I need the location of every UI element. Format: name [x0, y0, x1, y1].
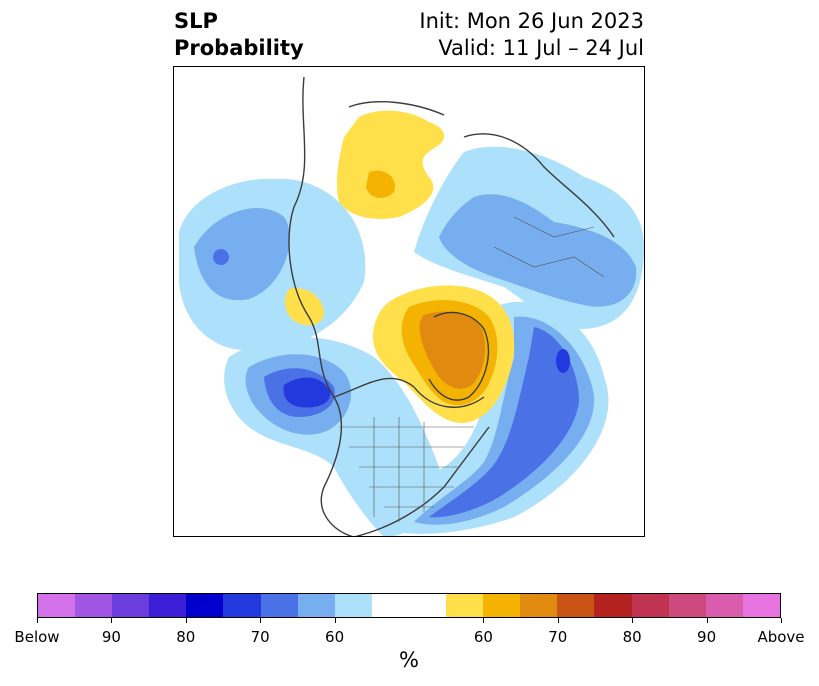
border-lines [339, 216, 605, 522]
colorbar-tick-label: 80 [176, 628, 196, 646]
colorbar-segment [371, 594, 409, 617]
colorbar-tick-mark [334, 618, 336, 623]
colorbar-tick-mark [111, 618, 113, 623]
map-canvas [179, 76, 644, 536]
colorbar-unit: % [399, 648, 419, 672]
colorbar [37, 593, 781, 618]
title-field: Probability [174, 36, 304, 60]
colorbar-tick-mark [260, 618, 262, 623]
colorbar-tick-label: Below [14, 628, 60, 646]
siberia-above-region [336, 110, 445, 219]
colorbar-tick-label: 70 [250, 628, 270, 646]
colorbar-segment [668, 594, 706, 617]
colorbar-segment [631, 594, 669, 617]
colorbar-tick-label: 60 [473, 628, 493, 646]
probability-map [173, 66, 645, 537]
colorbar-tick-mark [185, 618, 187, 623]
colorbar-segment [149, 594, 187, 617]
title-variable: SLP [174, 9, 218, 33]
colorbar-tick-mark [781, 618, 782, 623]
colorbar-tick-label: 90 [101, 628, 121, 646]
pacific-below-region [179, 178, 441, 536]
map-title: SLP Probability [174, 8, 304, 62]
colorbar-tick-label: 80 [622, 628, 642, 646]
atlantic-below-region [395, 301, 609, 534]
colorbar-tick-mark [706, 618, 708, 623]
colorbar-segment [75, 594, 113, 617]
colorbar-tick-mark [37, 618, 38, 623]
colorbar-segment [186, 594, 224, 617]
colorbar-segment [260, 594, 298, 617]
colorbar-tick-mark [483, 618, 485, 623]
colorbar-tick-label: 70 [548, 628, 568, 646]
map-dates: Init: Mon 26 Jun 2023 Valid: 11 Jul – 24… [419, 8, 644, 62]
colorbar-segment [112, 594, 150, 617]
colorbar-segment [223, 594, 261, 617]
valid-range: Valid: 11 Jul – 24 Jul [438, 36, 644, 60]
colorbar-tick-mark [632, 618, 634, 623]
colorbar-segment [705, 594, 743, 617]
colorbar-tick-label: 90 [697, 628, 717, 646]
colorbar-segment [742, 594, 780, 617]
colorbar-segment [297, 594, 335, 617]
colorbar-tick-label: 60 [325, 628, 345, 646]
colorbar-segment [520, 594, 558, 617]
eurasia-below-region [414, 146, 644, 329]
colorbar-segment [557, 594, 595, 617]
colorbar-segment [334, 594, 372, 617]
colorbar-segment [408, 594, 447, 617]
greenland-above-region [284, 285, 515, 423]
init-date: Init: Mon 26 Jun 2023 [419, 9, 644, 33]
colorbar-tick-mark [557, 618, 559, 623]
colorbar-tick-label: Above [757, 628, 805, 646]
colorbar-segment [446, 594, 484, 617]
colorbar-segment [483, 594, 521, 617]
colorbar-segment [38, 594, 76, 617]
colorbar-segment [594, 594, 632, 617]
